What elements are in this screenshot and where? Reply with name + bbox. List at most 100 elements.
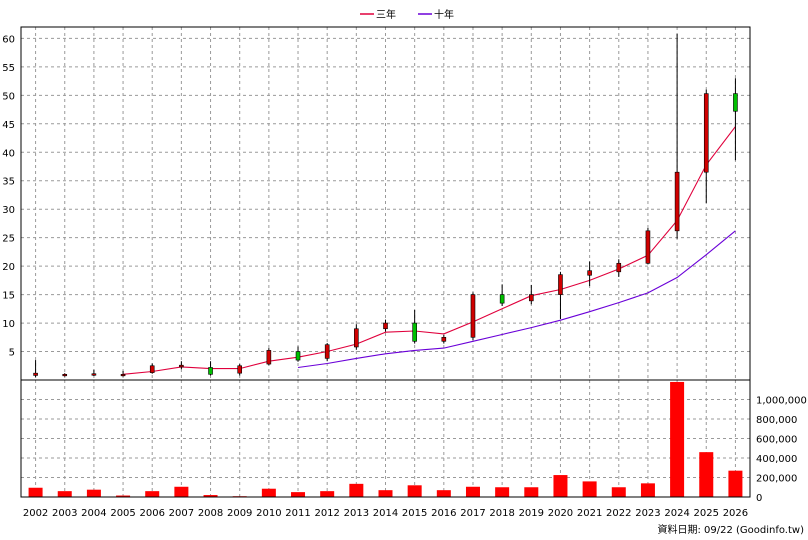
x-tick-label: 2024 bbox=[664, 508, 689, 519]
candle-body bbox=[733, 93, 738, 112]
price-ytick-label: 20 bbox=[2, 262, 15, 273]
x-tick-label: 2006 bbox=[139, 508, 164, 519]
candle-body bbox=[412, 322, 417, 342]
legend-label-0: 三年 bbox=[376, 8, 396, 21]
volume-ytick-label: 200,000 bbox=[756, 474, 797, 485]
x-tick-label: 2010 bbox=[256, 508, 281, 519]
x-tick-label: 2009 bbox=[227, 508, 252, 519]
volume-bar bbox=[174, 486, 189, 497]
x-tick-label: 2014 bbox=[373, 508, 398, 519]
volume-bar bbox=[349, 483, 364, 497]
series-line-1 bbox=[297, 230, 736, 369]
price-ytick-label: 50 bbox=[2, 91, 15, 102]
candle-body bbox=[324, 344, 330, 359]
candle-body bbox=[616, 262, 622, 273]
price-ytick-label: 55 bbox=[2, 63, 15, 74]
candle-body bbox=[295, 351, 301, 361]
candle-body bbox=[266, 350, 272, 365]
x-tick-label: 2015 bbox=[402, 508, 427, 519]
price-panel: 5 10 15 20 25 30 35 40 45 50 55 60 bbox=[2, 26, 751, 381]
volume-bar bbox=[28, 487, 43, 497]
volume-bar bbox=[436, 490, 451, 497]
x-tick-label: 2012 bbox=[314, 508, 339, 519]
volume-bar bbox=[57, 491, 72, 497]
price-ytick-label: 5 bbox=[9, 348, 15, 359]
volume-bar bbox=[116, 495, 131, 497]
volume-bar bbox=[582, 481, 597, 497]
legend-label-1: 十年 bbox=[434, 8, 454, 21]
price-ytick-label: 10 bbox=[2, 319, 15, 330]
volume-ytick-label: 600,000 bbox=[756, 435, 797, 446]
volume-bar bbox=[524, 487, 539, 497]
candle-body bbox=[528, 294, 534, 302]
price-ytick-label: 45 bbox=[2, 120, 15, 131]
volume-bar bbox=[699, 452, 714, 497]
source-note: 資料日期: 09/22 (Goodinfo.tw) bbox=[657, 523, 804, 536]
candle-body bbox=[674, 171, 680, 232]
x-axis: 2002 2003 2004 2005 2006 2007 2008 2009 2010 2011… bbox=[23, 508, 748, 519]
volume-bar bbox=[261, 488, 276, 497]
price-ytick-label: 40 bbox=[2, 148, 15, 159]
x-tick-label: 2020 bbox=[548, 508, 573, 519]
volume-ytick-label: 400,000 bbox=[756, 454, 797, 465]
candle-body bbox=[587, 270, 592, 276]
x-tick-label: 2019 bbox=[519, 508, 544, 519]
legend: 三年 十年 bbox=[360, 8, 454, 21]
x-tick-label: 2021 bbox=[577, 508, 602, 519]
x-tick-label: 2005 bbox=[110, 508, 135, 519]
price-ytick-label: 25 bbox=[2, 234, 15, 245]
x-tick-label: 2004 bbox=[81, 508, 106, 519]
volume-bar bbox=[553, 475, 568, 497]
volume-bar bbox=[378, 490, 393, 497]
x-tick-label: 2026 bbox=[723, 508, 748, 519]
candle-body bbox=[120, 374, 126, 377]
x-tick-label: 2013 bbox=[344, 508, 369, 519]
candle-body bbox=[558, 274, 563, 295]
candle-body bbox=[383, 322, 388, 330]
candle-body bbox=[149, 365, 155, 373]
candle-body bbox=[441, 336, 447, 342]
x-tick-label: 2023 bbox=[635, 508, 660, 519]
x-tick-label: 2016 bbox=[431, 508, 456, 519]
candle-body bbox=[499, 294, 505, 304]
price-ytick-label: 30 bbox=[2, 205, 15, 216]
candle-body bbox=[237, 365, 242, 374]
candle-body bbox=[179, 364, 184, 368]
volume-ytick-label: 0 bbox=[756, 493, 762, 504]
series-line-0 bbox=[123, 126, 736, 375]
volume-bar bbox=[145, 491, 160, 497]
candle-body bbox=[354, 328, 359, 348]
volume-bar bbox=[640, 483, 655, 497]
x-tick-label: 2002 bbox=[23, 508, 48, 519]
volume-bar bbox=[86, 489, 101, 497]
candle-body bbox=[208, 367, 213, 375]
x-tick-label: 2007 bbox=[169, 508, 194, 519]
candle-body bbox=[91, 373, 97, 376]
candle-body bbox=[470, 294, 476, 338]
volume-bar bbox=[495, 487, 510, 497]
x-tick-label: 2025 bbox=[694, 508, 719, 519]
volume-bar bbox=[203, 495, 218, 497]
volume-bar bbox=[291, 492, 306, 497]
x-tick-label: 2003 bbox=[52, 508, 77, 519]
candle-body bbox=[703, 93, 709, 173]
candle-body bbox=[62, 374, 68, 377]
volume-bar bbox=[320, 491, 335, 497]
volume-panel: 0 200,000 400,000 600,000 800,000 1,000,000 bbox=[20, 379, 807, 504]
volume-plot-frame bbox=[20, 379, 751, 498]
x-tick-label: 2018 bbox=[489, 508, 514, 519]
volume-bar bbox=[407, 485, 422, 497]
volume-bar bbox=[728, 470, 743, 497]
candle-body bbox=[645, 230, 651, 264]
volume-ytick-label: 800,000 bbox=[756, 415, 797, 426]
price-ytick-label: 60 bbox=[2, 34, 15, 45]
volume-ytick-label: 1,000,000 bbox=[756, 396, 807, 407]
price-ytick-label: 35 bbox=[2, 177, 15, 188]
candle-body bbox=[33, 372, 38, 376]
x-tick-label: 2022 bbox=[606, 508, 631, 519]
x-tick-label: 2011 bbox=[285, 508, 310, 519]
volume-bar bbox=[611, 487, 626, 497]
price-ytick-label: 15 bbox=[2, 291, 15, 302]
x-tick-label: 2017 bbox=[460, 508, 485, 519]
